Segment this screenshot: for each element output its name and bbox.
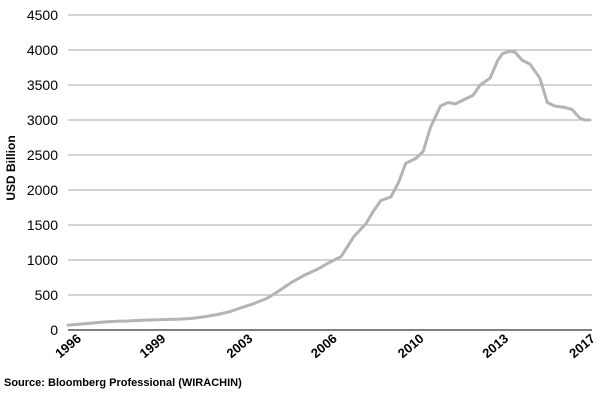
series-line [66, 49, 591, 327]
y-tick-label: 2000 [27, 182, 58, 198]
x-tick-label: 2017 [566, 331, 598, 361]
x-tick-label: 2010 [395, 331, 427, 361]
y-tick-label: 0 [50, 322, 58, 338]
y-tick-label: 1500 [27, 217, 58, 233]
source-caption: Source: Bloomberg Professional (WIRACHIN… [4, 377, 242, 389]
x-tick-labels: 1996 1999 2003 2006 2010 2013 2017 [52, 331, 598, 361]
y-tick-label: 1000 [27, 252, 58, 268]
x-tick-label: 2013 [479, 331, 511, 361]
y-tick-labels: 0 500 1000 1500 2000 2500 3000 3500 4000 4500 [27, 7, 58, 338]
x-tick-label: 1999 [137, 331, 169, 361]
y-tick-label: 500 [35, 287, 59, 303]
y-tick-label: 3500 [27, 77, 58, 93]
y-tick-label: 2500 [27, 147, 58, 163]
grid-lines [68, 14, 592, 296]
x-tick-label: 2003 [223, 331, 255, 361]
y-axis-label: USD Billion [4, 135, 18, 200]
x-tick-label: 2006 [308, 331, 340, 361]
y-tick-label: 3000 [27, 112, 58, 128]
y-tick-label: 4500 [27, 7, 58, 23]
y-tick-label: 4000 [27, 42, 58, 58]
